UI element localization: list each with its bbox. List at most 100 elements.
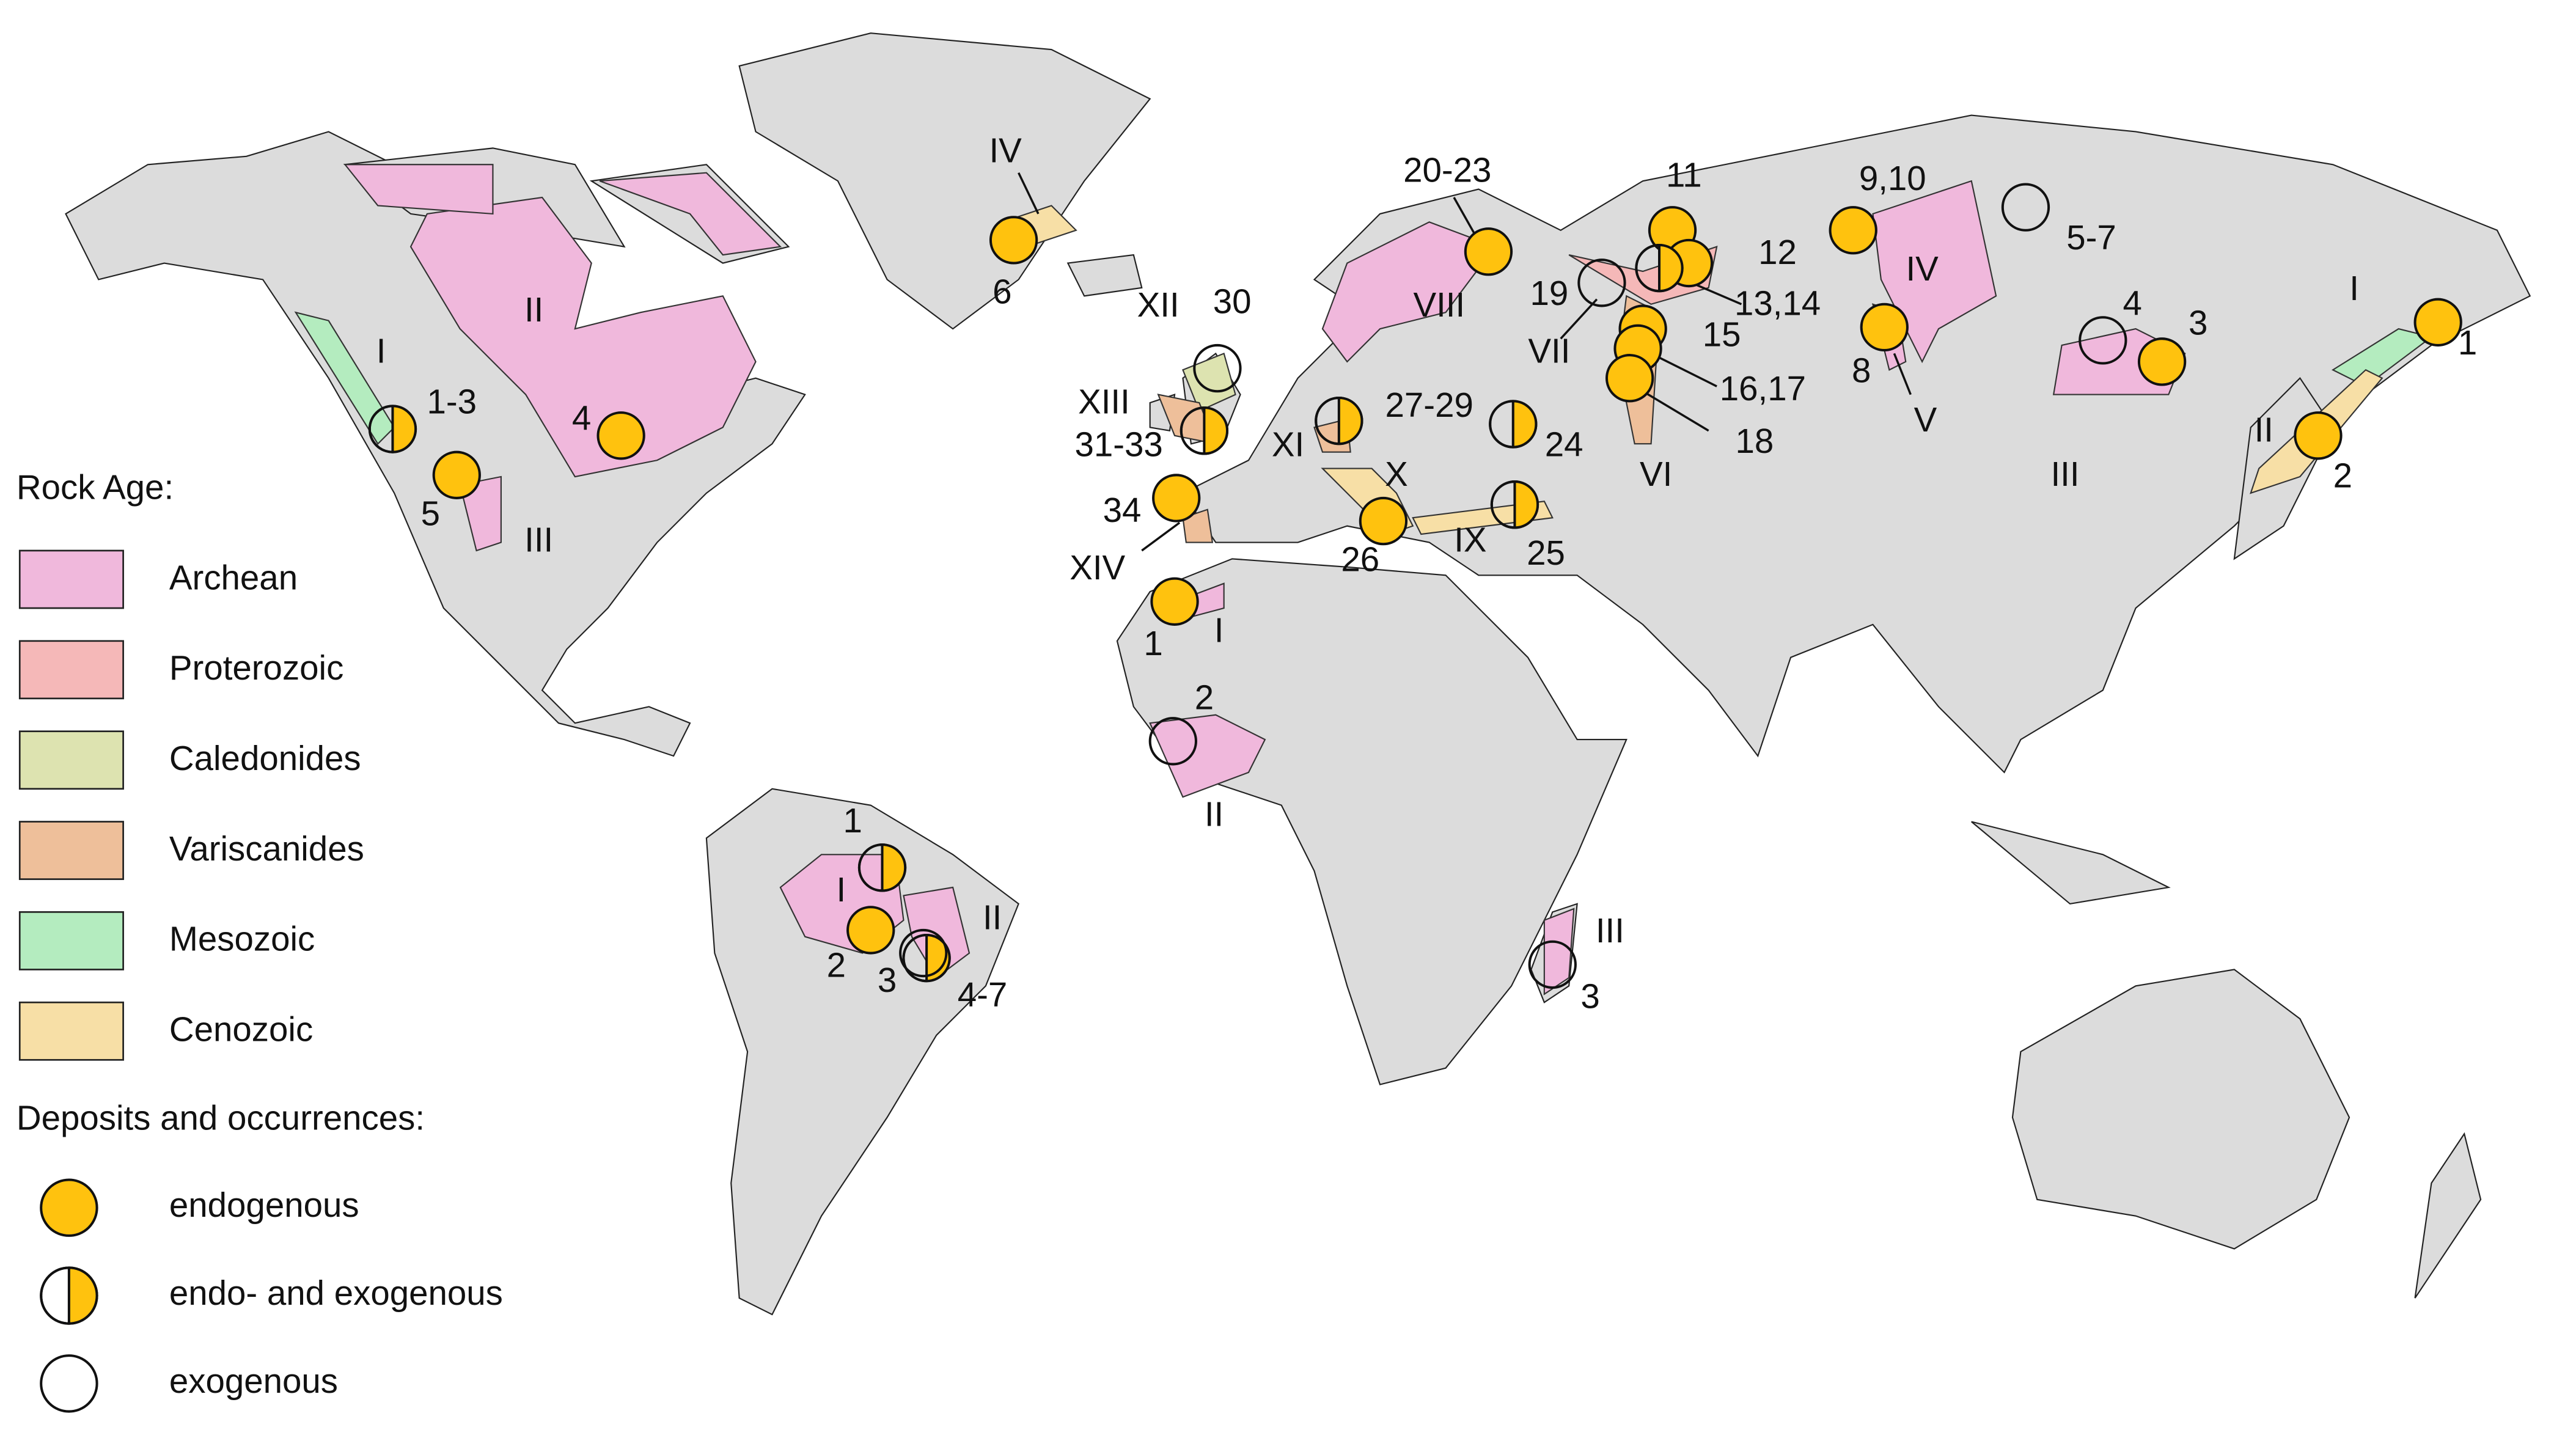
legend-label: Variscanides <box>169 829 364 868</box>
exogenous-symbol <box>1528 940 1577 989</box>
exogenous-symbol <box>40 1354 98 1413</box>
symbol-circle <box>2137 337 2187 386</box>
symbol-half <box>1659 244 1682 292</box>
endogenous-symbol <box>1152 474 1201 523</box>
symbol-half <box>927 934 950 981</box>
region-label: III <box>1596 911 1624 950</box>
deposit-label: 16,17 <box>1720 369 1806 408</box>
region-label: V <box>1914 400 1937 439</box>
symbol-outline <box>857 843 907 892</box>
symbol-half <box>68 1267 97 1324</box>
region-label: IV <box>1906 249 1939 288</box>
mixed-symbol <box>1315 396 1363 446</box>
endogenous-symbol <box>2137 337 2187 386</box>
leader-line <box>1560 298 1598 340</box>
symbol-half <box>1514 482 1538 528</box>
legend-swatch <box>18 730 124 790</box>
symbol-circle <box>1528 940 1577 989</box>
leader-line <box>1893 353 1912 395</box>
deposit-label: 6 <box>993 273 1011 311</box>
deposit-label: 1 <box>843 801 862 840</box>
mixed-symbol <box>40 1266 98 1325</box>
endogenous-symbol <box>1150 577 1199 626</box>
legend-label: Cenozoic <box>169 1010 313 1048</box>
region-label: X <box>1385 455 1408 493</box>
deposit-label: 20-23 <box>1403 151 1491 189</box>
symbol-outline <box>902 933 951 983</box>
mixed-symbol <box>902 933 951 983</box>
leader-line <box>1642 390 1709 432</box>
symbol-circle <box>596 411 645 460</box>
deposit-label: 4 <box>572 399 591 438</box>
rock-region <box>903 886 971 979</box>
symbol-half <box>1513 401 1536 447</box>
deposit-label: 31-33 <box>1074 425 1162 464</box>
mixed-symbol <box>368 405 417 453</box>
region-label: II <box>2255 410 2273 449</box>
mixed-symbol <box>1489 400 1538 449</box>
region-label: I <box>1214 611 1224 649</box>
rock-region <box>599 172 782 256</box>
new-zealand <box>2414 1132 2482 1299</box>
region-label: XIII <box>1078 383 1130 421</box>
symbol-circle <box>1150 577 1199 626</box>
symbol-half <box>882 845 906 891</box>
region-label: XII <box>1137 285 1180 324</box>
greenland <box>738 32 1151 330</box>
symbol-circle <box>1152 474 1201 523</box>
symbol-circle <box>432 450 481 499</box>
legend-label: exogenous <box>169 1362 338 1400</box>
legend-label: Proterozoic <box>169 648 343 687</box>
endogenous-symbol <box>1359 496 1408 546</box>
symbol-circle <box>846 906 895 955</box>
legend-swatch <box>18 640 124 700</box>
leader-line <box>1453 197 1477 236</box>
iceland <box>1066 254 1143 297</box>
exogenous-symbol <box>2001 183 2050 232</box>
symbol-outline <box>1180 406 1229 455</box>
deposit-label: 18 <box>1736 422 1774 460</box>
deposit-label: 13,14 <box>1734 284 1821 322</box>
deposit-label: 5 <box>421 494 440 532</box>
symbol-half <box>1338 397 1362 444</box>
legend-label: endo- and exogenous <box>169 1274 503 1312</box>
legend-title: Deposits and occurrences: <box>17 1099 425 1137</box>
exogenous-symbol <box>1148 717 1197 766</box>
endogenous-symbol <box>1829 206 1877 255</box>
legend-label: Caledonides <box>169 739 361 777</box>
africa <box>1116 558 1627 1085</box>
deposit-label: 8 <box>1852 351 1871 390</box>
exogenous-symbol <box>1577 259 1626 307</box>
region-label: VIII <box>1413 285 1465 324</box>
region-label: IV <box>989 131 1022 169</box>
legend-label: endogenous <box>169 1186 359 1224</box>
region-label: XIV <box>1070 548 1125 587</box>
symbol-circle <box>1464 227 1513 276</box>
deposit-label: 15 <box>1703 315 1741 353</box>
deposit-label: 2 <box>827 946 846 985</box>
rock-region <box>1321 221 1496 363</box>
legend-label: Mesozoic <box>169 920 315 958</box>
region-label: II <box>524 290 543 329</box>
deposit-label: 2 <box>2333 457 2352 495</box>
symbol-circle <box>1577 259 1626 307</box>
symbol-circle <box>1148 717 1197 766</box>
symbol-outline <box>40 1266 98 1325</box>
deposit-label: 4-7 <box>958 975 1008 1014</box>
symbol-circle <box>40 1178 98 1237</box>
symbol-circle <box>2294 411 2343 460</box>
symbol-circle <box>899 928 948 978</box>
legend-swatch <box>18 549 124 609</box>
region-label: VI <box>1640 455 1672 493</box>
rock-region <box>1182 352 1236 412</box>
mixed-symbol <box>1635 243 1684 293</box>
symbol-outline <box>368 405 417 453</box>
deposit-symbols <box>368 183 2462 989</box>
australia <box>2011 969 2350 1250</box>
rock-region <box>1149 714 1266 798</box>
deposit-label: 2 <box>1195 678 1214 716</box>
legend-label: Archean <box>169 558 298 596</box>
deposit-label: 1 <box>2458 323 2477 362</box>
deposit-label: 11 <box>1666 156 1702 194</box>
